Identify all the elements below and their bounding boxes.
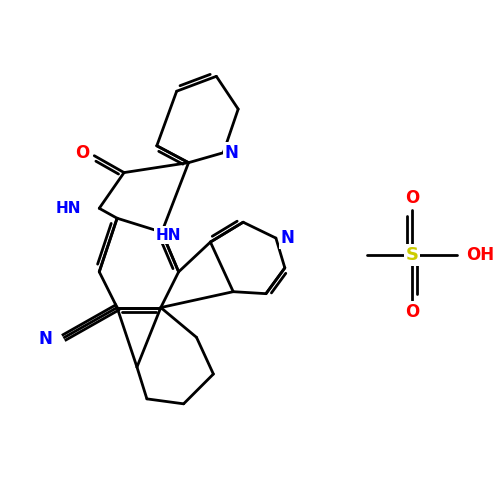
- Text: N: N: [281, 229, 294, 247]
- Text: O: O: [75, 144, 90, 162]
- Text: N: N: [38, 330, 52, 348]
- Text: O: O: [404, 190, 419, 208]
- Text: OH: OH: [466, 246, 494, 264]
- Text: O: O: [404, 302, 419, 320]
- Text: HN: HN: [56, 201, 82, 216]
- Text: HN: HN: [156, 228, 182, 242]
- Text: S: S: [406, 246, 418, 264]
- Text: N: N: [224, 144, 238, 162]
